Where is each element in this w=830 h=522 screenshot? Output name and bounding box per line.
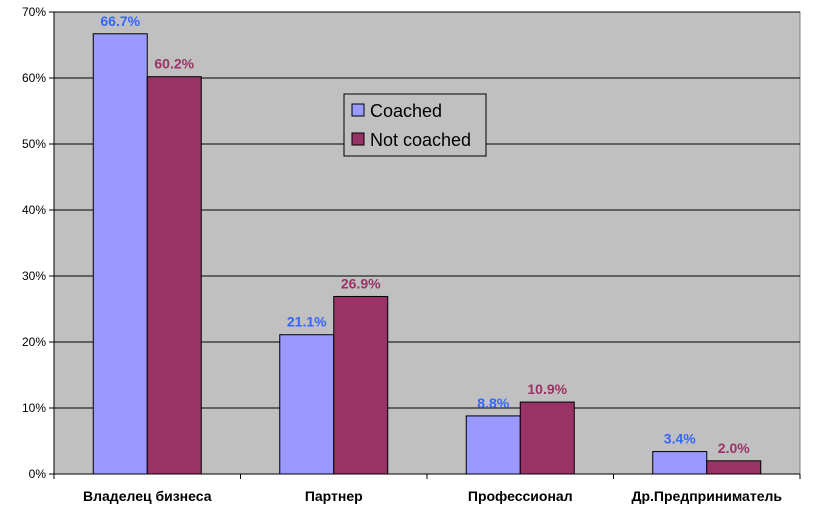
y-tick-label: 30% xyxy=(22,269,46,283)
bar-not-coached xyxy=(519,401,575,475)
data-label: 21.1% xyxy=(287,314,327,330)
bar-not-coached xyxy=(333,295,389,475)
legend-label-coached: Coached xyxy=(370,101,442,121)
y-tick-label: 70% xyxy=(22,5,46,19)
bar-coached xyxy=(92,33,148,475)
legend-swatch-coached xyxy=(351,103,365,117)
legend-swatch-not-coached xyxy=(351,132,365,146)
data-label: 2.0% xyxy=(718,440,750,456)
bar-coached xyxy=(465,415,521,475)
x-axis: Владелец бизнеса Партнер Профессионал Др.Пр… xyxy=(53,473,801,504)
bar-not-coached xyxy=(146,76,202,475)
data-label: 66.7% xyxy=(100,13,140,29)
y-tick-label: 20% xyxy=(22,335,46,349)
data-label: 10.9% xyxy=(527,381,567,397)
bar-not-coached xyxy=(706,460,762,475)
y-tick-label: 50% xyxy=(22,137,46,151)
bar-coached xyxy=(652,451,708,475)
y-tick-label: 60% xyxy=(22,71,46,85)
y-axis: 0% 10% 20% 30% 40% 50% 60% 70% xyxy=(22,5,55,481)
legend-box xyxy=(343,93,487,157)
legend: Coached Not coached xyxy=(343,93,487,157)
x-tick-label: Профессионал xyxy=(468,488,573,504)
data-labels: 66.7% 60.2% 21.1% 26.9% 8.8% 10.9% 3.4% 2.0% xyxy=(100,13,750,456)
y-tick-label: 0% xyxy=(29,467,47,481)
data-label: 60.2% xyxy=(154,56,194,72)
data-label: 3.4% xyxy=(664,431,696,447)
data-label: 26.9% xyxy=(341,275,381,291)
y-tick-label: 10% xyxy=(22,401,46,415)
data-label: 8.8% xyxy=(477,395,509,411)
bar-coached xyxy=(279,334,335,475)
legend-label-not-coached: Not coached xyxy=(370,130,471,150)
x-tick-label: Владелец бизнеса xyxy=(83,488,212,504)
x-tick-label: Партнер xyxy=(305,488,363,504)
bars xyxy=(92,33,762,475)
x-tick-label: Др.Предприниматель xyxy=(632,488,783,504)
y-tick-label: 40% xyxy=(22,203,46,217)
